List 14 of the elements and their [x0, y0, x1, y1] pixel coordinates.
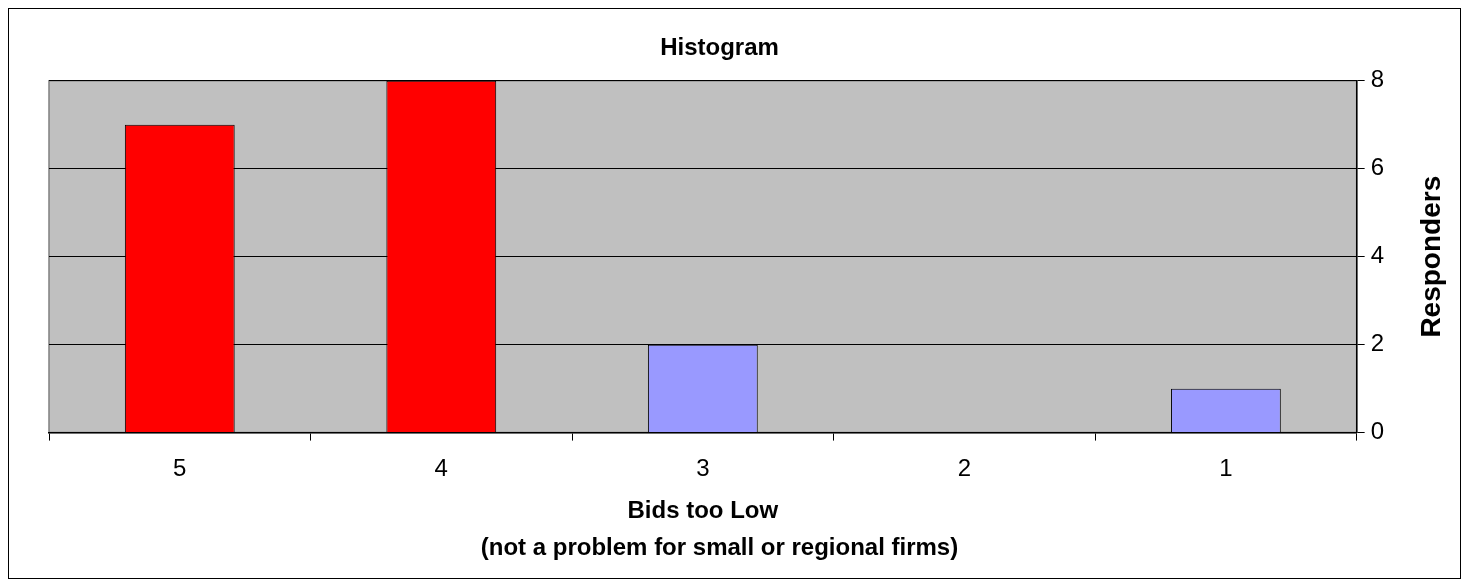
x-tick-label: 1 — [1219, 453, 1233, 481]
text: (not a problem for small or regional firms) — [480, 533, 959, 561]
y-tick-label: 4 — [1370, 241, 1385, 269]
x-tick-label: 4 — [434, 453, 448, 481]
y-tick-label: 8 — [1370, 65, 1385, 93]
x-axis-title: Bids too Low — [627, 496, 779, 524]
x-tick-label: 5 — [173, 453, 187, 481]
x-tick-label: 2 — [957, 453, 972, 481]
y-axis-title: Responders — [1414, 175, 1446, 338]
y-tick-label: 6 — [1370, 153, 1385, 181]
x-tick-label: 3 — [696, 453, 710, 481]
chart-title: Histogram — [660, 33, 779, 61]
y-tick-label: 0 — [1370, 417, 1385, 445]
y-tick-label: 2 — [1370, 329, 1385, 357]
